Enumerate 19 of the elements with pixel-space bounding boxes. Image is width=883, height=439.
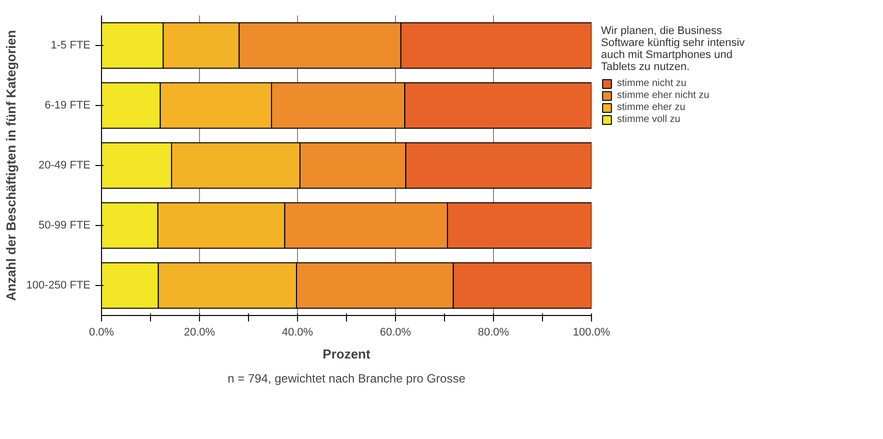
y-tick-label: 20-49 FTE <box>38 160 91 172</box>
x-tick-label: 0.0% <box>88 326 114 338</box>
y-tick-label: 6-19 FTE <box>44 100 91 112</box>
y-tick-label: 50-99 FTE <box>38 220 91 232</box>
legend-label: stimme voll zu <box>617 114 680 125</box>
x-tick-label: 40.0% <box>282 326 314 338</box>
legend-label: stimme eher nicht zu <box>617 90 710 101</box>
y-axis-title: Anzahl der Beschäftigten in fünf Kategorien <box>3 30 18 301</box>
x-tick-label: 100.0% <box>572 326 610 338</box>
x-tick-label: 20.0% <box>184 326 216 338</box>
y-tick-label: 1-5 FTE <box>50 40 91 52</box>
legend-label: stimme eher zu <box>617 102 686 113</box>
legend-label: stimme nicht zu <box>617 78 686 89</box>
legend-title: Wir planen, die Business Software künftig sehr intensiv auch mit Smartphones und Tablets zu nutzen. <box>601 25 745 73</box>
x-axis-title: Prozent <box>322 346 372 362</box>
x-tick-label: 80.0% <box>478 326 510 338</box>
x-tick-label: 60.0% <box>380 326 412 338</box>
y-tick-label: 100-250 FTE <box>26 280 90 292</box>
text: n = 794, gewichtet nach Branche pro Grosse <box>228 372 466 386</box>
